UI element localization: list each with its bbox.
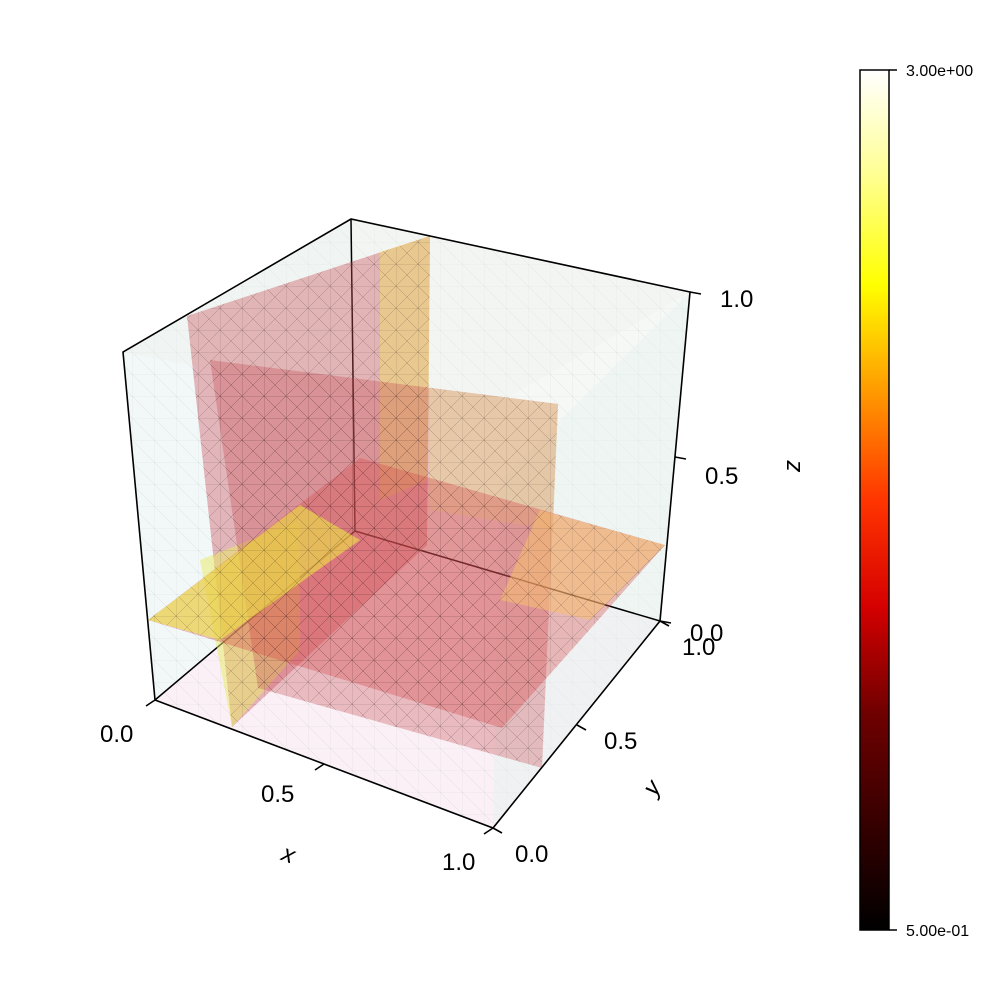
z-tick-label-05: 0.5: [705, 463, 738, 490]
z-slice-mesh: [148, 458, 665, 728]
y-tick-label-05: 0.5: [604, 728, 637, 755]
x-tick-0: [145, 699, 156, 707]
x-axis-label: x: [277, 840, 299, 870]
colorbar-gradient: [859, 69, 890, 931]
axis-ticks: [145, 291, 702, 835]
x-tick-label-1: 1.0: [442, 849, 475, 876]
z-tick-1: [689, 291, 702, 295]
z-tick-05: [674, 456, 687, 460]
slice-planes: [148, 236, 665, 768]
colorbar: 3.00e+00 5.00e-01: [859, 63, 973, 940]
z-tick-label-0: 0.0: [690, 620, 723, 647]
x-tick-1: [483, 827, 494, 835]
x-tick-label-05: 0.5: [261, 781, 294, 808]
colorbar-max-label: 3.00e+00: [906, 63, 973, 80]
z-tick-0: [659, 620, 672, 624]
y-tick-05: [576, 724, 587, 731]
x-tick-label-0: 0.0: [100, 721, 133, 748]
tick-labels: 0.0 0.5 1.0 0.0 0.5 1.0 0.0 0.5 1.0: [100, 286, 753, 876]
x-tick-05: [314, 763, 325, 771]
y-tick-label-0: 0.0: [515, 841, 548, 868]
z-tick-label-1: 1.0: [720, 286, 753, 313]
y-axis-label: y: [637, 774, 668, 802]
z-axis-label: z: [779, 460, 806, 473]
colorbar-min-label: 5.00e-01: [906, 923, 969, 940]
y-tick-label-1: 1.0: [682, 634, 715, 661]
y-tick-0: [492, 827, 503, 834]
